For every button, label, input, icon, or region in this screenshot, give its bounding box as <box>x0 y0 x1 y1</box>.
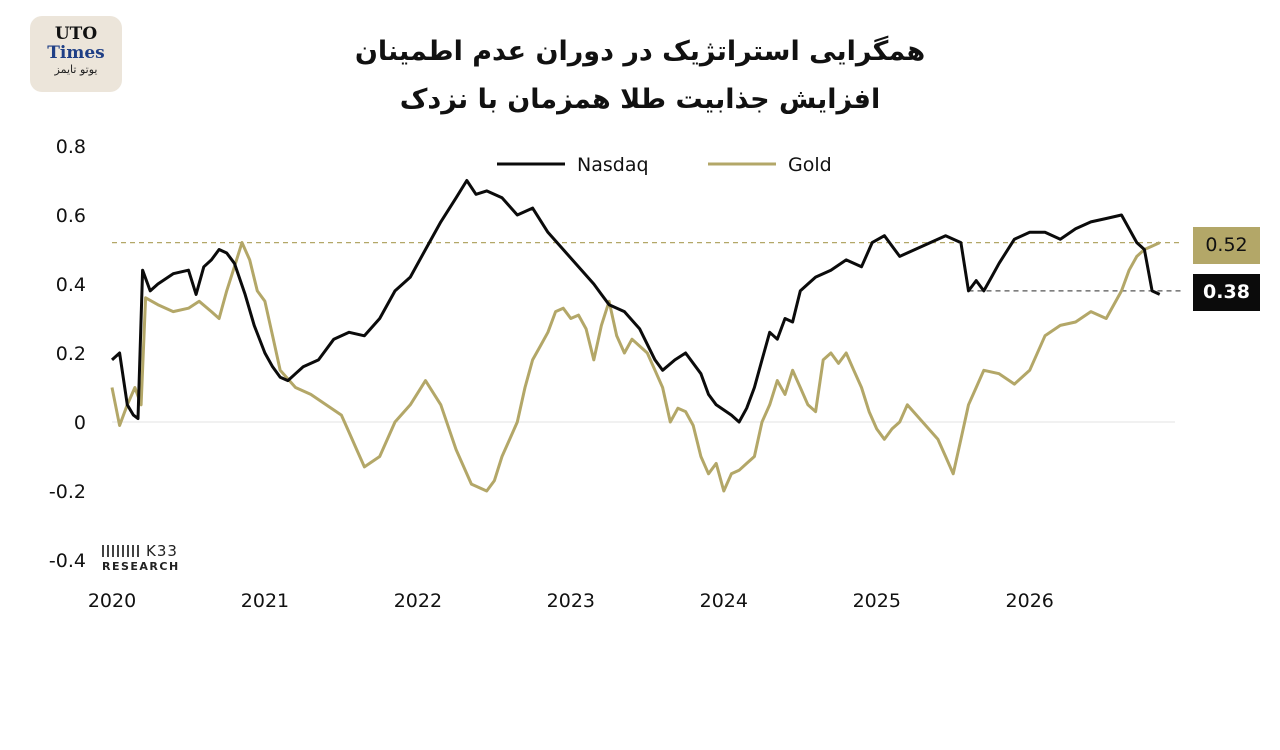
x-tick-label: 2021 <box>241 590 289 612</box>
logo-line-2: Times <box>47 43 105 63</box>
x-tick-label: 2025 <box>853 590 901 612</box>
k33-research-watermark: K33 RESEARCH <box>102 544 180 574</box>
x-tick-label: 2023 <box>547 590 595 612</box>
nasdaq-value-badge: 0.38 <box>1193 274 1260 311</box>
gold-value-badge: 0.52 <box>1193 227 1260 264</box>
k33-dots-icon <box>102 545 142 557</box>
y-tick-label: 0.4 <box>56 274 86 296</box>
logo-line-1: UTO <box>54 24 98 44</box>
y-tick-label: 0.2 <box>56 343 86 365</box>
uto-times-logo: UTO Times یوتو تایمز <box>30 16 122 92</box>
y-tick-label: -0.4 <box>49 550 86 572</box>
y-tick-label: 0.8 <box>56 136 86 158</box>
y-tick-label: 0.6 <box>56 205 86 227</box>
y-tick-label: -0.2 <box>49 481 86 503</box>
chart-title-line-1: همگرایی استراتژیک در دوران عدم اطمینان <box>354 36 926 67</box>
legend-label-gold: Gold <box>788 154 832 176</box>
legend-label-nasdaq: Nasdaq <box>577 154 649 176</box>
chart-title-line-2: افزایش جذابیت طلا همزمان با نزدک <box>399 84 881 115</box>
x-tick-label: 2020 <box>88 590 136 612</box>
x-tick-label: 2026 <box>1006 590 1054 612</box>
gold-series-line <box>110 241 1161 493</box>
x-tick-label: 2022 <box>394 590 442 612</box>
nasdaq-series-line <box>110 179 1161 424</box>
watermark-brand: K33 <box>146 542 178 560</box>
logo-line-3: یوتو تایمز <box>54 63 98 76</box>
y-tick-label: 0 <box>74 412 86 434</box>
watermark-sub: RESEARCH <box>102 560 180 573</box>
x-tick-label: 2024 <box>700 590 748 612</box>
